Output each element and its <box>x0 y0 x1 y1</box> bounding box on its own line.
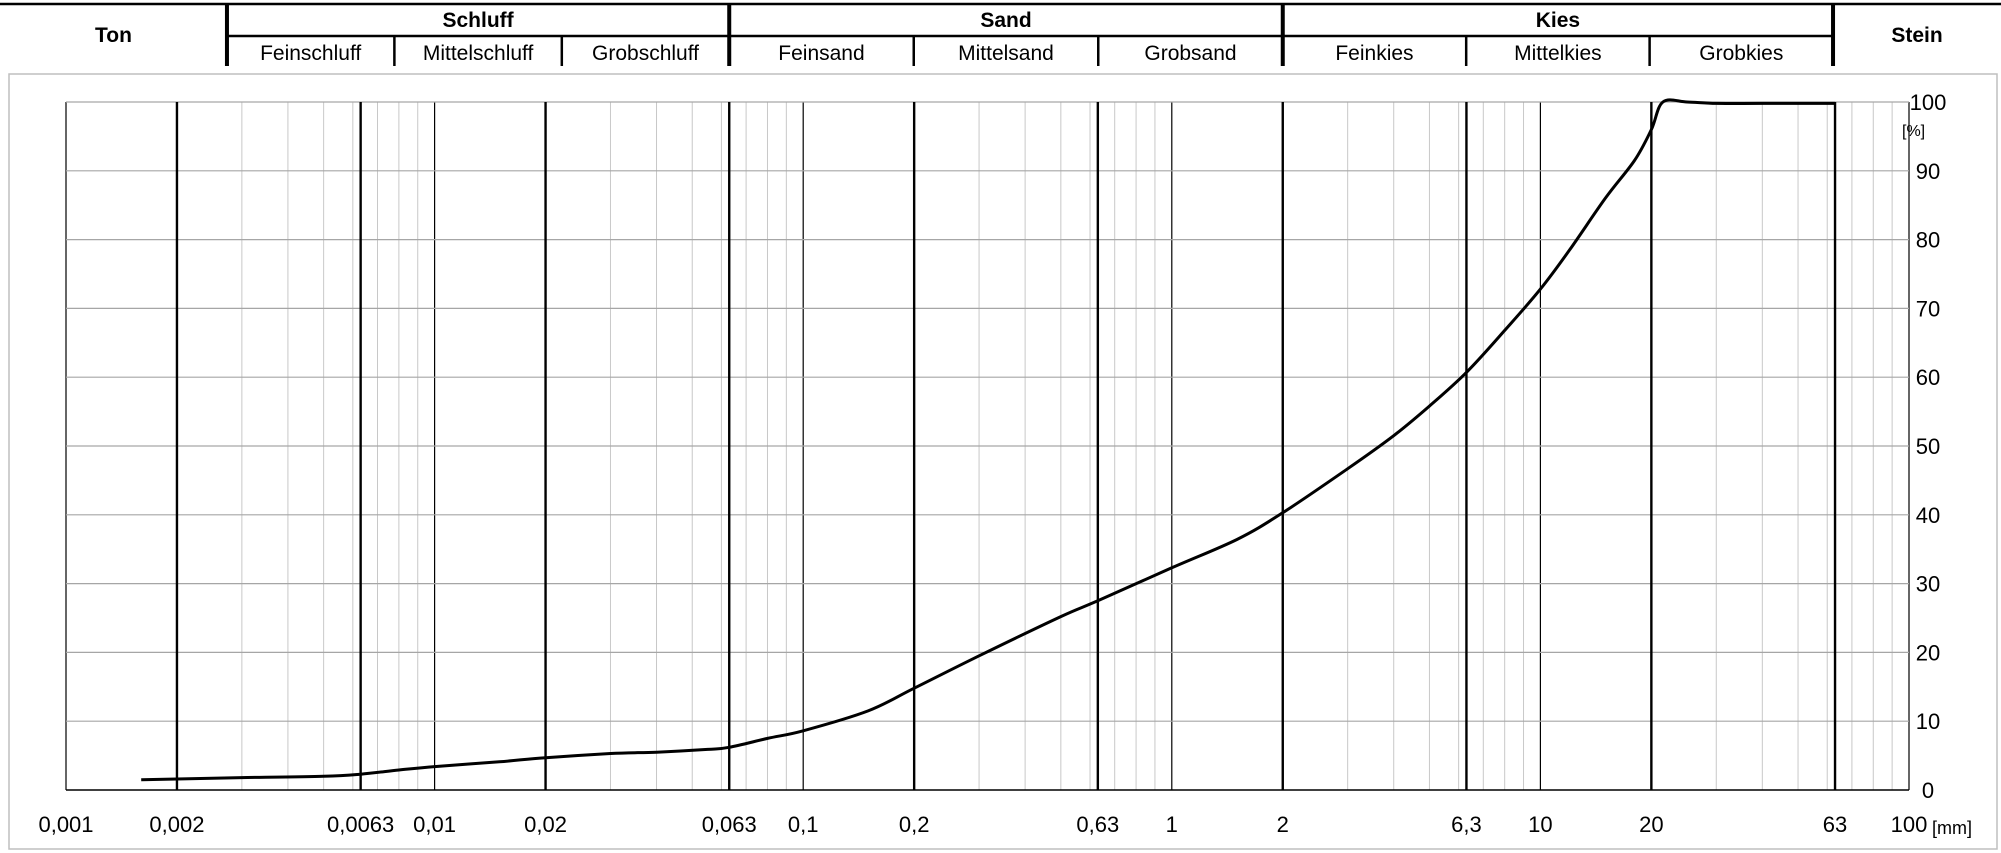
x-tick-label: 0,001 <box>38 812 93 837</box>
x-tick-label: 100 <box>1891 812 1928 837</box>
header-subgroup-label: Feinkies <box>1335 42 1413 65</box>
x-tick-label: 0,0063 <box>327 812 394 837</box>
header-subgroup-label: Feinsand <box>778 42 864 65</box>
header-subgroup-label: Feinschluff <box>260 42 361 65</box>
y-tick-labels: 0 10 20 30 40 50 60 70 80 90 100 <box>1910 90 1947 803</box>
x-tick-label: 10 <box>1528 812 1552 837</box>
y-tick-label: 90 <box>1916 159 1940 184</box>
y-tick-label: 100 <box>1910 90 1947 115</box>
header-subgroup-label: Grobsand <box>1144 42 1236 65</box>
series-layer <box>141 98 1835 782</box>
header-subgroup-label: Grobschluff <box>592 42 699 65</box>
header-subgroup-label: Grobkies <box>1699 42 1783 65</box>
x-tick-label: 0,63 <box>1076 812 1119 837</box>
y-unit-label: [%] <box>1902 123 1925 140</box>
header-subgroup-label: Mittelkies <box>1514 42 1602 65</box>
y-tick-label: 40 <box>1916 503 1940 528</box>
header-group-label: Ton <box>95 24 132 47</box>
grid <box>65 101 1910 791</box>
x-tick-label: 0,02 <box>524 812 567 837</box>
x-tick-label: 0,2 <box>899 812 930 837</box>
x-tick-label: 0,01 <box>413 812 456 837</box>
x-tick-label: 63 <box>1823 812 1847 837</box>
x-tick-label: 20 <box>1639 812 1663 837</box>
header-subgroup-label: Mittelschluff <box>423 42 534 65</box>
y-tick-label: 80 <box>1916 228 1940 253</box>
x-tick-label: 6,3 <box>1451 812 1482 837</box>
fraction-boundaries <box>175 102 1837 790</box>
header-subgroup-label: Mittelsand <box>958 42 1054 65</box>
series-line <box>141 98 1835 782</box>
x-tick-label: 0,1 <box>788 812 819 837</box>
y-tick-label: 70 <box>1916 296 1940 321</box>
y-tick-label: 60 <box>1916 365 1940 390</box>
x-unit-label: [mm] <box>1932 818 1972 838</box>
header-group-label: Schluff <box>443 9 515 32</box>
y-tick-label: 10 <box>1916 709 1940 734</box>
plot-frame <box>8 73 1998 850</box>
x-tick-label: 0,063 <box>702 812 757 837</box>
y-tick-label: 50 <box>1916 434 1940 459</box>
x-tick-label: 1 <box>1166 812 1178 837</box>
x-tick-label: 2 <box>1277 812 1289 837</box>
y-tick-label: 30 <box>1916 572 1940 597</box>
x-tick-labels: 0,001 0,002 0,0063 0,01 0,02 0,063 0,1 0,2 0,63 1… <box>38 812 1927 837</box>
y-tick-label: 20 <box>1916 640 1940 665</box>
y-tick-label: 0 <box>1922 778 1934 803</box>
header-group-label: Sand <box>980 9 1031 32</box>
header-group-label: Kies <box>1536 9 1580 32</box>
x-tick-label: 0,002 <box>149 812 204 837</box>
header-group-label: Stein <box>1891 24 1942 47</box>
soil-classification-header: Ton Schluff Feinschluff Mittelschluff Grobsc… <box>0 2 2001 66</box>
